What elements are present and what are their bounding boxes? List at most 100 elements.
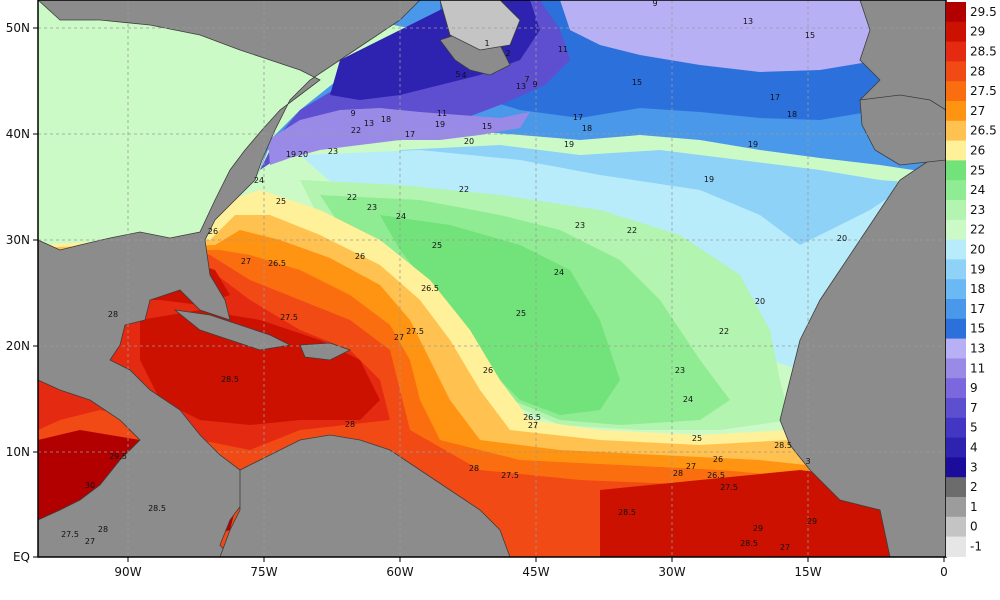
legend-swatch <box>946 516 966 538</box>
legend-swatch <box>946 101 966 122</box>
land-south-america <box>219 434 511 557</box>
legend-label: 17 <box>970 302 985 316</box>
legend-swatch <box>946 398 966 419</box>
graticule <box>38 0 946 557</box>
legend-swatch <box>946 140 966 161</box>
sst-value-label: 13 <box>516 82 526 91</box>
sst-value-label: 29 <box>753 524 763 533</box>
land-cuba <box>173 309 292 351</box>
color-legend: 29.52928.52827.52726.5262524232220191817… <box>946 2 997 557</box>
legend-swatch <box>946 61 966 82</box>
sst-value-label: 2 <box>505 49 510 58</box>
sst-value-label: 27 <box>85 537 95 546</box>
sst-value-label: 18 <box>582 124 592 133</box>
legend-label: 26.5 <box>970 124 997 138</box>
legend-label: 0 <box>970 520 978 534</box>
sst-band-20 <box>300 150 946 370</box>
sst-value-label: 27.5 <box>61 530 79 539</box>
sst-value-label: 23 <box>575 221 585 230</box>
sst-value-label: 28 <box>345 420 355 429</box>
sst-value-label: 26.5 <box>707 471 725 480</box>
lat-label-eq: EQ <box>13 550 30 564</box>
legend-swatch <box>946 417 966 439</box>
lat-label-20n: 20N <box>6 339 30 353</box>
sst-value-label: 25 <box>432 241 442 250</box>
sst-value-label: 28.5 <box>740 539 758 548</box>
legend-label: 27 <box>970 104 985 118</box>
sst-value-label: 13 <box>364 119 374 128</box>
sst-value-label: 28 <box>98 525 108 534</box>
sst-value-label: 20 <box>298 150 308 159</box>
legend-label: 15 <box>970 322 985 336</box>
legend-swatch <box>946 477 966 498</box>
sst-value-label: 9 <box>532 80 537 89</box>
legend-label: 25 <box>970 163 985 177</box>
land-iberia <box>859 94 946 166</box>
sst-value-label: 17 <box>405 130 415 139</box>
legend-label: 18 <box>970 282 985 296</box>
sst-value-label: 5 <box>455 70 460 79</box>
sst-value-label: 27 <box>686 462 696 471</box>
sst-value-label: 20 <box>837 234 847 243</box>
lon-label-15w: 15W <box>794 565 821 579</box>
legend-label: 3 <box>970 460 978 474</box>
lon-label-30w: 30W <box>658 565 685 579</box>
legend-label: 5 <box>970 421 978 435</box>
legend-label: 1 <box>970 500 978 514</box>
sst-value-label: 28.5 <box>774 441 792 450</box>
legend-label: -1 <box>970 540 982 554</box>
legend-swatch <box>946 160 966 181</box>
sst-value-label: 27.5 <box>720 483 738 492</box>
sst-value-label: 19 <box>564 140 574 149</box>
sst-value-label: 26 <box>208 227 218 236</box>
sst-value-label: 24 <box>254 176 264 185</box>
sst-value-label: 28 <box>108 310 118 319</box>
legend-label: 28.5 <box>970 45 997 59</box>
sst-value-label: 29 <box>807 517 817 526</box>
sst-value-label: 27.5 <box>280 313 298 322</box>
sst-value-label: 22 <box>627 226 637 235</box>
legend-swatch <box>946 21 966 43</box>
legend-swatch <box>946 41 966 62</box>
sst-value-label: 26 <box>483 366 493 375</box>
land-greenland-ice <box>439 0 521 51</box>
sst-value-label: 20 <box>755 297 765 306</box>
sst-value-label: 22 <box>459 185 469 194</box>
sst-band-29 <box>140 310 380 425</box>
sst-band-11 <box>268 108 530 165</box>
sst-value-label: 27.5 <box>501 471 519 480</box>
legend-label: 27.5 <box>970 84 997 98</box>
sst-value-label: 15 <box>482 122 492 131</box>
sst-value-label: 28 <box>469 464 479 473</box>
legend-label: 29 <box>970 25 985 39</box>
legend-swatch <box>946 338 966 359</box>
sst-value-label: 26.5 <box>523 413 541 422</box>
sst-value-label: 1 <box>484 39 489 48</box>
legend-swatch <box>946 259 966 280</box>
legend-swatch <box>946 457 966 478</box>
legend-label: 9 <box>970 381 978 395</box>
sst-value-label: 15 <box>805 31 815 40</box>
legend-label: 29.5 <box>970 5 997 19</box>
legend-label: 11 <box>970 361 985 375</box>
sst-band-13 <box>560 0 946 72</box>
land-hispaniola <box>299 342 352 361</box>
legend-label: 19 <box>970 262 985 276</box>
sst-value-label: 25 <box>276 197 286 206</box>
lat-label-30n: 30N <box>6 233 30 247</box>
sst-value-label: 19 <box>748 140 758 149</box>
legend-swatch <box>946 239 966 260</box>
legend-swatch <box>946 180 966 201</box>
land-north-america <box>38 0 421 557</box>
sst-value-label: 4 <box>461 71 466 80</box>
legend-label: 22 <box>970 223 985 237</box>
legend-swatch <box>946 2 966 23</box>
lon-label-75w: 75W <box>250 565 277 579</box>
sst-value-label: 27 <box>780 543 790 552</box>
sst-value-label: 25 <box>692 434 702 443</box>
legend-swatch <box>946 279 966 300</box>
legend-label: 2 <box>970 480 978 494</box>
sst-value-label: 20 <box>464 137 474 146</box>
sst-value-label: 26 <box>355 252 365 261</box>
